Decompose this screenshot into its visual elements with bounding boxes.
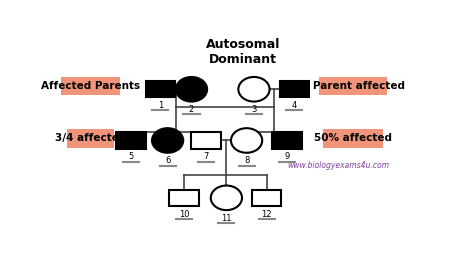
Ellipse shape <box>176 77 207 102</box>
Text: Affected Parents: Affected Parents <box>41 81 140 91</box>
Ellipse shape <box>211 186 242 210</box>
Text: 11: 11 <box>221 214 232 223</box>
FancyBboxPatch shape <box>61 77 120 95</box>
FancyBboxPatch shape <box>191 132 221 149</box>
Text: 3: 3 <box>251 105 256 114</box>
FancyBboxPatch shape <box>319 77 387 95</box>
Ellipse shape <box>152 128 183 153</box>
Text: 9: 9 <box>284 152 290 161</box>
Ellipse shape <box>238 77 270 102</box>
Text: 4: 4 <box>292 101 297 110</box>
FancyBboxPatch shape <box>170 190 199 206</box>
Text: 1: 1 <box>158 101 163 110</box>
Text: 6: 6 <box>165 156 170 165</box>
Text: 50% affected: 50% affected <box>314 134 392 143</box>
FancyBboxPatch shape <box>280 81 309 97</box>
Text: 10: 10 <box>179 210 190 219</box>
FancyBboxPatch shape <box>66 129 114 148</box>
FancyBboxPatch shape <box>323 129 383 148</box>
FancyBboxPatch shape <box>146 81 175 97</box>
Text: 8: 8 <box>244 156 249 165</box>
Text: 5: 5 <box>128 152 134 161</box>
Text: www.biologyexams4u.com: www.biologyexams4u.com <box>287 161 390 169</box>
Text: 1 Parent affected: 1 Parent affected <box>301 81 405 91</box>
Text: 3/4 affected: 3/4 affected <box>55 134 126 143</box>
Text: 12: 12 <box>262 210 272 219</box>
FancyBboxPatch shape <box>116 132 146 149</box>
Text: 7: 7 <box>203 152 209 161</box>
Text: 2: 2 <box>189 105 194 114</box>
Ellipse shape <box>231 128 262 153</box>
Text: Autosomal
Dominant: Autosomal Dominant <box>206 38 280 66</box>
FancyBboxPatch shape <box>252 190 282 206</box>
FancyBboxPatch shape <box>272 132 301 149</box>
